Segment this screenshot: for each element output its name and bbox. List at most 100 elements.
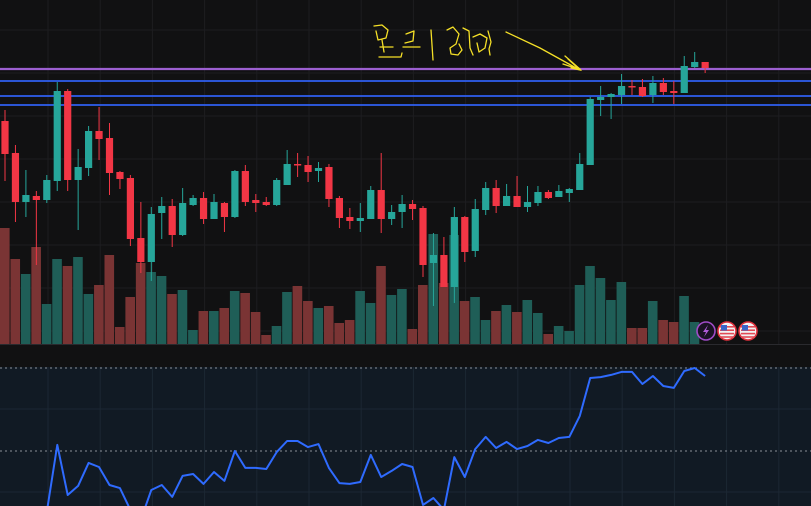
candle-up	[74, 167, 82, 180]
candle-up	[210, 202, 218, 219]
candle-down	[137, 238, 145, 262]
candle-down	[116, 172, 124, 179]
candle-down	[105, 138, 114, 173]
volume-bar	[553, 326, 564, 344]
flag-canton	[742, 325, 748, 331]
candle-down	[262, 202, 270, 205]
candle-down	[492, 188, 500, 206]
lightning-icon[interactable]	[696, 321, 716, 341]
candle-up	[429, 255, 438, 263]
volume-bar	[355, 291, 365, 344]
volume-bar	[10, 259, 21, 344]
volume-bar	[323, 306, 334, 344]
candle-up	[53, 91, 61, 181]
flag-stripe	[720, 332, 734, 335]
volume-bar	[564, 331, 574, 344]
indicator-line	[46, 367, 706, 506]
volume-bar	[104, 255, 115, 344]
indicator-grid	[0, 367, 811, 506]
candle-down	[670, 91, 678, 93]
volume-bar	[501, 305, 512, 344]
volume-bar	[491, 311, 501, 344]
flag-stripe	[720, 336, 734, 338]
candle-down	[377, 190, 385, 219]
candle-up	[231, 171, 239, 217]
annotation-arrow	[505, 31, 583, 72]
candle-up	[482, 188, 490, 210]
us-flag-icon[interactable]	[738, 321, 758, 341]
volume-bar	[219, 308, 230, 344]
candle-down	[346, 217, 354, 221]
candle-down	[628, 86, 636, 88]
volume-bar	[668, 322, 679, 344]
candle-up	[43, 180, 51, 200]
candle-up	[85, 131, 93, 168]
indicator-pane	[46, 367, 706, 506]
volume-bar	[62, 266, 73, 344]
candle-down	[638, 87, 647, 96]
horizontal-levels[interactable]	[0, 67, 811, 106]
volume-bar	[209, 311, 219, 344]
candle-up	[607, 94, 615, 97]
volume-bar	[679, 296, 689, 344]
volume-bar	[574, 285, 585, 344]
candle-down	[408, 204, 417, 209]
candle-down	[11, 153, 20, 202]
volume-bar	[585, 266, 595, 344]
volume-bar	[156, 276, 167, 344]
volume-bar	[250, 312, 261, 344]
volume-bar	[240, 293, 250, 344]
candle-up	[680, 66, 688, 93]
candle-down	[659, 83, 667, 92]
handwritten-annotation[interactable]	[373, 24, 583, 72]
indicator-pane-background	[0, 367, 811, 506]
volume-bar	[543, 334, 553, 344]
event-markers[interactable]	[696, 321, 758, 341]
volume-bar	[595, 278, 606, 344]
volume-bar	[689, 322, 700, 344]
candle-down	[544, 192, 552, 198]
candle-down	[335, 198, 343, 218]
candle-down	[304, 165, 312, 172]
candle-down	[419, 208, 427, 265]
candle-up	[691, 62, 699, 67]
volume-bar	[31, 247, 41, 344]
volume-bar	[407, 329, 418, 344]
candles	[1, 52, 709, 306]
candle-down	[220, 203, 229, 217]
candle-up	[22, 195, 30, 202]
volume-bar	[658, 320, 668, 344]
volume-bar	[344, 320, 355, 344]
volume-bar	[522, 300, 533, 344]
candle-up	[283, 164, 291, 185]
candle-up	[576, 164, 584, 190]
flag-stripe	[741, 336, 755, 338]
candle-up	[189, 198, 197, 205]
candle-down	[701, 62, 709, 68]
volume-bar	[512, 312, 522, 344]
candle-down	[440, 255, 448, 287]
volume-bar	[146, 272, 156, 344]
candle-up	[597, 97, 605, 100]
volume-bar	[167, 294, 177, 344]
volume-bar	[271, 326, 282, 344]
candle-down	[95, 131, 103, 139]
candle-down	[325, 167, 333, 199]
candle-up	[555, 191, 563, 197]
volume-bar	[303, 301, 313, 344]
candle-up	[503, 196, 511, 206]
annotation-scribble	[373, 24, 492, 61]
volume-bar	[52, 259, 62, 344]
volume-bar	[0, 228, 10, 344]
volume-bar	[20, 274, 31, 344]
candle-down	[1, 121, 9, 154]
candle-up	[565, 189, 573, 193]
candle-down	[32, 196, 40, 200]
volume-bar	[459, 301, 470, 344]
candle-down	[252, 200, 260, 203]
volume-bar	[418, 285, 428, 344]
volume-bar	[135, 263, 146, 344]
volume-bar	[616, 282, 627, 344]
us-flag-icon[interactable]	[717, 321, 737, 341]
